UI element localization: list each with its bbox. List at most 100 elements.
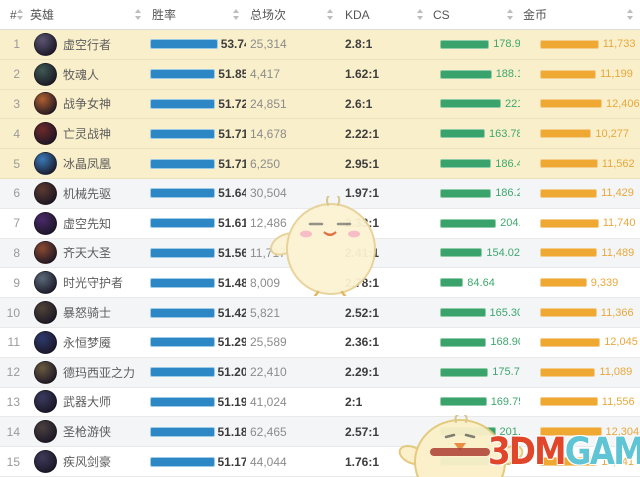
win-rate-value: 51.71%	[218, 126, 246, 141]
table-row[interactable]: 3 战争女神 51.72% 24,851 2.6:1 221.89 12,406	[0, 89, 640, 120]
cs-bar	[440, 129, 485, 139]
gold-value: 11,562	[601, 157, 635, 170]
table-row[interactable]: 11 永恒梦魇 51.29% 25,589 2.36:1 168.90 12,0…	[0, 327, 640, 358]
gold-bar	[540, 248, 598, 258]
win-rate-bar	[150, 337, 215, 348]
champion-name: 齐天大圣	[63, 246, 112, 261]
table-row[interactable]: 1 虚空行者 53.74% 25,314 2.8:1 178.90 11,733	[0, 30, 640, 60]
games-value: 25,314	[250, 37, 287, 52]
table-row[interactable]: 6 机械先驱 51.64% 30,504 1.97:1 186.22 11,42…	[0, 178, 640, 209]
win-rate-value: 51.17%	[217, 454, 247, 469]
win-rate-value: 51.85%	[218, 67, 246, 82]
champion-name: 亡灵战神	[63, 127, 112, 142]
win-rate-value: 51.72%	[218, 96, 246, 111]
sort-icon[interactable]	[16, 9, 24, 20]
table-row[interactable]: 12 德玛西亚之力 51.20% 22,410 2.29:1 175.76 11…	[0, 357, 640, 388]
cs-value: 221.89	[505, 97, 520, 110]
column-label: 金币	[523, 8, 548, 22]
sort-icon[interactable]	[135, 9, 142, 20]
rank-label: 5	[13, 156, 20, 171]
gold-bar	[540, 159, 598, 169]
kda-value: 2.78:1	[345, 275, 380, 290]
column-header-games[interactable]: 总场次	[246, 0, 340, 29]
gold-value: 12,304	[605, 425, 640, 438]
table-row[interactable]: 10 暴怒骑士 51.42% 5,821 2.52:1 165.30 11,36…	[0, 298, 640, 328]
games-value: 22,410	[250, 365, 287, 380]
champion-name: 冰晶凤凰	[63, 157, 112, 172]
cs-bar	[440, 39, 490, 49]
cs-value: 188.12	[495, 68, 520, 81]
kda-value: 1.62:1	[345, 67, 380, 82]
champion-avatar	[34, 450, 57, 474]
column-header-hero[interactable]: 英雄	[28, 0, 148, 29]
table-row[interactable]: 7 虚空先知 51.61% 12,486 2.33:1 204.14 11,74…	[0, 208, 640, 239]
gold-value: 12,406	[606, 97, 640, 110]
champion-name: 圣枪游侠	[63, 425, 112, 440]
games-value: 8,009	[250, 275, 281, 290]
cs-bar	[440, 367, 489, 377]
champion-name: 机械先驱	[63, 186, 112, 201]
kda-value: 1.76:1	[345, 454, 380, 469]
column-header-kda[interactable]: KDA	[340, 0, 430, 29]
win-rate-value: 51.18%	[217, 424, 247, 439]
table-body: 1 虚空行者 53.74% 25,314 2.8:1 178.90 11,733…	[0, 30, 640, 477]
champion-name: 武器大师	[63, 395, 112, 410]
table-row[interactable]: 8 齐天大圣 51.56% 11,717 2.41:1 154.02 11,48…	[0, 238, 640, 269]
champion-avatar	[34, 420, 57, 444]
kda-value: 2:1	[345, 394, 363, 409]
sort-icon[interactable]	[417, 9, 424, 20]
sort-icon[interactable]	[507, 9, 514, 20]
table-row[interactable]: 9 时光守护者 51.48% 8,009 2.78:1 84.64 9,339	[0, 268, 640, 299]
gold-value: 11,366	[600, 306, 634, 319]
kda-value: 2.57:1	[345, 424, 380, 439]
games-value: 12,486	[250, 216, 287, 231]
sort-icon[interactable]	[327, 9, 334, 20]
table-row[interactable]: 2 牧魂人 51.85% 4,417 1.62:1 188.12 11,199	[0, 59, 640, 90]
table-row[interactable]: 15 疾风剑豪 51.17% 44,044 1.76:1 179.62 11,4…	[0, 447, 640, 477]
champion-name: 牧魂人	[63, 67, 100, 82]
gold-bar	[540, 39, 599, 49]
table-row[interactable]: 5 冰晶凤凰 51.71% 6,250 2.95:1 186.47 11,562	[0, 149, 640, 179]
win-rate-bar	[150, 98, 216, 109]
gold-bar	[540, 427, 602, 437]
champion-avatar	[34, 330, 57, 354]
gold-value: 11,740	[602, 217, 636, 230]
column-label: #	[10, 7, 17, 22]
cs-bar	[440, 69, 492, 79]
cs-bar	[440, 218, 497, 228]
column-header-winrate[interactable]: 胜率	[148, 0, 246, 29]
gold-value: 11,556	[601, 395, 635, 408]
gold-bar	[540, 308, 597, 318]
win-rate-bar	[150, 277, 215, 288]
gold-bar	[540, 457, 598, 467]
win-rate-bar	[150, 426, 215, 437]
3dmgame-logo: 3DMGAME™	[488, 430, 640, 473]
rank-label: 12	[6, 365, 20, 380]
win-rate-bar	[150, 367, 215, 378]
table-row[interactable]: 4 亡灵战神 51.71% 14,678 2.22:1 163.78 10,27…	[0, 119, 640, 150]
win-rate-bar	[150, 158, 216, 169]
cs-value: 84.64	[467, 276, 495, 289]
win-rate-bar	[150, 128, 216, 139]
column-header-gold[interactable]: 金币	[520, 0, 640, 29]
win-rate-bar	[150, 396, 215, 407]
cs-value: 165.30	[489, 306, 521, 319]
champion-avatar	[34, 360, 57, 384]
champion-name: 虚空行者	[63, 37, 112, 52]
champion-avatar	[34, 181, 57, 205]
table-row[interactable]: 13 武器大师 51.19% 41,024 2:1 169.75 11,556	[0, 387, 640, 418]
sort-icon[interactable]	[627, 9, 634, 20]
gold-value: 11,733	[602, 38, 636, 51]
champion-avatar	[34, 301, 57, 325]
column-label: 总场次	[250, 8, 287, 22]
champion-avatar	[34, 32, 57, 56]
column-header-rank[interactable]: #	[0, 0, 28, 29]
column-header-cs[interactable]: CS	[430, 0, 520, 29]
cs-bar	[440, 99, 501, 109]
cs-value: 204.14	[500, 217, 520, 230]
champion-name: 战争女神	[63, 97, 112, 112]
win-rate-value: 51.19%	[217, 394, 247, 409]
sort-icon[interactable]	[233, 9, 240, 20]
win-rate-value: 51.29%	[217, 335, 246, 350]
kda-value: 2.6:1	[345, 96, 373, 111]
